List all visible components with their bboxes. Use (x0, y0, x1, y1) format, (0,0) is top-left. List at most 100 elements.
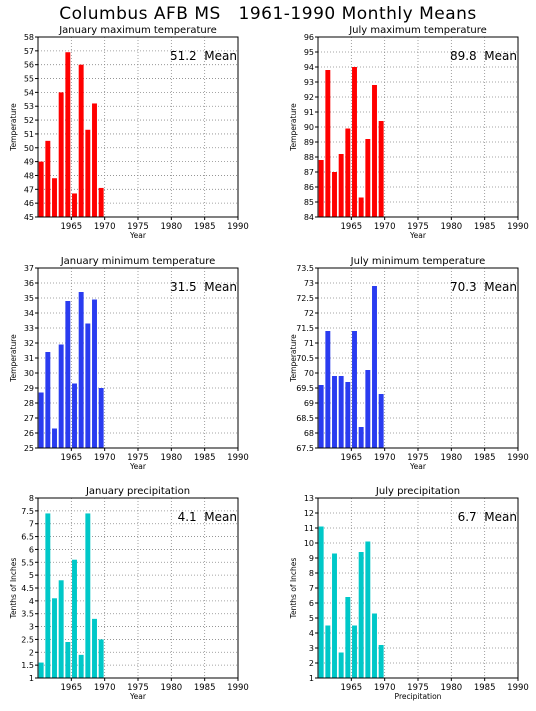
bar-1961 (318, 160, 324, 217)
y-axis-label: Temperature (9, 334, 18, 383)
x-tick-label: 1980 (161, 222, 183, 232)
x-tick-label: 1970 (94, 453, 116, 463)
y-tick-label: 33 (24, 324, 34, 333)
y-tick-label: 32 (24, 339, 34, 348)
x-tick-label: 1985 (194, 683, 216, 693)
bar-1969 (372, 613, 377, 678)
x-tick-label: 1970 (374, 453, 396, 463)
y-tick-label: 6 (309, 599, 314, 608)
bar-1968 (85, 129, 91, 217)
bar-1965 (345, 128, 351, 217)
chart-panel: 84 85 86 87 88 89 90 91 92 93 94 95 96 1965 1970 1975 19… (289, 25, 529, 240)
y-tick-label: 92 (304, 93, 314, 102)
x-tick-label: 1970 (94, 683, 116, 693)
y-axis-label: Temperature (289, 334, 298, 383)
y-tick-label: 89 (304, 138, 314, 147)
x-tick-label: 1970 (94, 222, 116, 232)
x-tick-label: 1965 (61, 683, 83, 693)
bar-1965 (65, 52, 71, 217)
y-tick-label: 87 (304, 168, 314, 177)
y-tick-label: 69 (304, 399, 314, 408)
y-tick-label: 47 (24, 185, 34, 194)
y-tick-label: 9 (309, 554, 314, 563)
y-tick-label: 94 (304, 63, 314, 72)
y-tick-label: 71.5 (296, 324, 314, 333)
bar-1961 (318, 526, 324, 678)
x-axis-label: Year (129, 231, 147, 240)
mean-label: 51.2 Mean (170, 49, 237, 63)
x-tick-label: 1965 (341, 683, 363, 693)
bar-1970 (98, 388, 104, 448)
bar-1968 (365, 541, 371, 678)
y-tick-label: 51 (24, 130, 34, 139)
chart-title: July precipitation (375, 486, 460, 497)
y-tick-label: 4 (309, 629, 314, 638)
bar-1970 (378, 121, 384, 217)
x-tick-label: 1985 (194, 222, 216, 232)
x-tick-label: 1990 (227, 222, 249, 232)
y-axis-label: Tenths of Inches (9, 558, 18, 620)
y-tick-label: 36 (24, 279, 34, 288)
y-tick-label: 5 (309, 614, 314, 623)
y-tick-label: 7.5 (21, 507, 34, 516)
bar-1967 (78, 292, 84, 448)
y-tick-label: 30 (24, 369, 34, 378)
y-tick-label: 2.5 (21, 635, 34, 644)
bar-1964 (58, 92, 64, 217)
y-tick-label: 27 (24, 414, 34, 423)
bar-1964 (58, 580, 64, 678)
x-tick-label: 1975 (407, 683, 429, 693)
y-tick-label: 91 (304, 108, 314, 117)
bar-1961 (38, 161, 44, 217)
y-tick-label: 3 (29, 623, 34, 632)
bar-1963 (332, 172, 337, 217)
x-tick-label: 1975 (407, 453, 429, 463)
mean-label: 6.7 Mean (458, 510, 517, 524)
chart-panel: 1 1.5 2 2.5 3 3.5 4 4.5 5 5.5 6 6.5 7 7.5 8 1965 1970 197… (9, 486, 249, 701)
x-tick-label: 1965 (341, 453, 363, 463)
mean-label: 89.8 Mean (450, 49, 517, 63)
bar-1965 (345, 382, 351, 448)
chart-title: January minimum temperature (60, 256, 216, 267)
y-tick-label: 93 (304, 78, 314, 87)
bar-1970 (378, 645, 384, 678)
y-tick-label: 52 (24, 116, 34, 125)
bar-1963 (52, 428, 57, 448)
bar-1963 (332, 376, 337, 448)
bar-1963 (52, 178, 57, 217)
y-tick-label: 96 (304, 33, 314, 42)
y-tick-label: 4.5 (21, 584, 34, 593)
bar-1962 (325, 625, 331, 678)
y-tick-label: 53 (24, 102, 34, 111)
bar-1970 (98, 639, 104, 678)
bar-1966 (72, 559, 77, 678)
x-tick-label: 1965 (61, 453, 83, 463)
chart-title: January precipitation (85, 486, 190, 497)
y-tick-label: 35 (24, 294, 34, 303)
x-axis-label: Year (129, 462, 147, 471)
bar-1961 (38, 662, 44, 678)
y-tick-label: 28 (24, 399, 34, 408)
y-tick-label: 70 (304, 369, 314, 378)
y-tick-label: 5.5 (21, 558, 34, 567)
y-tick-label: 56 (24, 61, 34, 70)
bar-1962 (45, 140, 51, 217)
bar-1963 (52, 598, 57, 678)
bar-1964 (338, 376, 344, 448)
x-tick-label: 1970 (374, 683, 396, 693)
x-tick-label: 1985 (194, 453, 216, 463)
bar-1966 (352, 67, 357, 217)
y-tick-label: 84 (304, 213, 314, 222)
y-tick-label: 31 (24, 354, 34, 363)
y-tick-label: 3.5 (21, 610, 34, 619)
y-tick-label: 11 (304, 524, 314, 533)
y-tick-label: 26 (24, 429, 34, 438)
y-axis-label: Temperature (289, 103, 298, 152)
chart-title: January maximum temperature (58, 25, 217, 36)
bar-1961 (38, 392, 44, 448)
chart-title: July minimum temperature (350, 256, 486, 267)
y-tick-label: 34 (24, 309, 34, 318)
y-tick-label: 48 (24, 171, 34, 180)
